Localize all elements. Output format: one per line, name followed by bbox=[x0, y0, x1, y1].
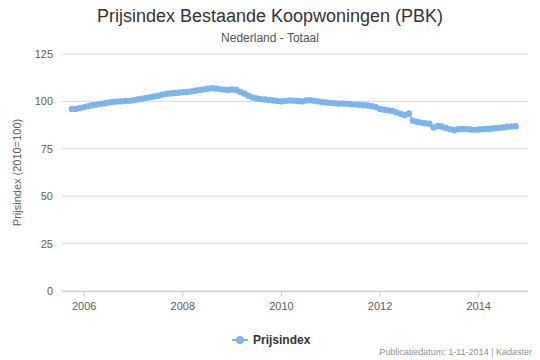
grid-line bbox=[62, 196, 528, 197]
grid-line bbox=[62, 243, 528, 244]
legend-label: Prijsindex bbox=[253, 333, 311, 347]
y-tick-label: 100 bbox=[35, 95, 53, 107]
x-tick bbox=[84, 291, 85, 297]
plot-area bbox=[69, 85, 519, 133]
y-tick-label: 75 bbox=[41, 143, 53, 155]
y-tick-label: 125 bbox=[35, 48, 53, 60]
credit: Publicatiedatum: 1-11-2014 | Kadaster bbox=[379, 347, 532, 357]
chart: Prijsindex Bestaande Koopwoningen (PBK) N… bbox=[0, 0, 540, 360]
series-line bbox=[72, 88, 516, 130]
x-axis-line bbox=[62, 291, 528, 292]
grid-line bbox=[62, 148, 528, 149]
x-tick-label: 2014 bbox=[466, 300, 490, 312]
grid-line bbox=[62, 291, 528, 292]
legend-marker bbox=[236, 336, 244, 344]
point bbox=[406, 110, 412, 116]
y-tick-label: 50 bbox=[41, 190, 53, 202]
x-tick-label: 2008 bbox=[171, 300, 195, 312]
x-tick-label: 2006 bbox=[72, 300, 96, 312]
x-tick bbox=[281, 291, 282, 297]
point bbox=[512, 123, 518, 129]
x-tick-label: 2012 bbox=[368, 300, 392, 312]
x-tick bbox=[380, 291, 381, 297]
grid-line bbox=[62, 54, 528, 55]
y-axis-label: Prijsindex (2010=100) bbox=[11, 119, 23, 226]
y-tick-label: 25 bbox=[41, 238, 53, 250]
y-tick-label: 0 bbox=[47, 285, 53, 297]
subtitle: Nederland - Totaal bbox=[221, 31, 319, 45]
x-tick bbox=[478, 291, 479, 297]
title: Prijsindex Bestaande Koopwoningen (PBK) bbox=[97, 6, 443, 26]
x-tick bbox=[182, 291, 183, 297]
x-tick-label: 2010 bbox=[269, 300, 293, 312]
